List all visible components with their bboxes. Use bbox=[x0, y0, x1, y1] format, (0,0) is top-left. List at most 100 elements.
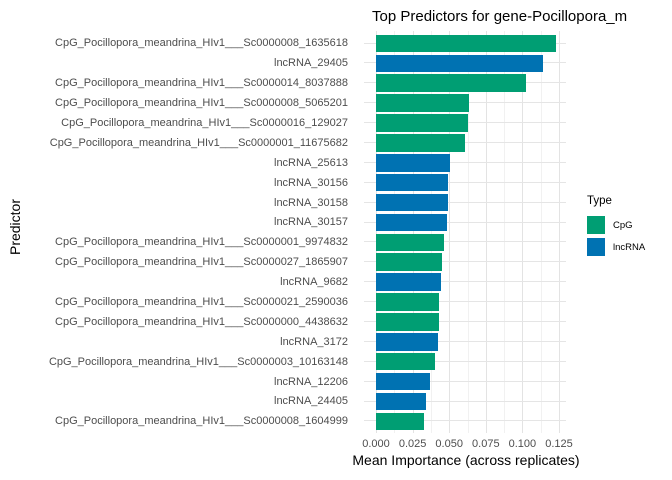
legend-label: CpG bbox=[613, 219, 633, 231]
horizontal-gridline bbox=[364, 340, 566, 342]
y-axis-label: lncRNA_3172 bbox=[280, 335, 348, 348]
legend: Type CpG lncRNA bbox=[587, 195, 645, 260]
y-axis-label: CpG_Pocillopora_meandrina_HIv1___Sc00000… bbox=[55, 415, 348, 428]
bar bbox=[376, 134, 466, 152]
y-axis-label: lncRNA_12206 bbox=[274, 375, 348, 388]
vertical-gridline-minor bbox=[467, 31, 469, 433]
y-axis-label: lncRNA_29405 bbox=[274, 57, 348, 70]
bar bbox=[376, 253, 442, 271]
vertical-gridline-major bbox=[376, 31, 377, 433]
legend-title: Type bbox=[587, 195, 612, 207]
x-axis-title: Mean Importance (across replicates) bbox=[352, 452, 580, 468]
bar-row bbox=[364, 34, 566, 54]
bar bbox=[376, 173, 448, 192]
horizontal-gridline bbox=[364, 380, 566, 382]
y-axis-label: CpG_Pocillopora_meandrina_HIv1___Sc00000… bbox=[55, 37, 348, 50]
bar-row bbox=[364, 411, 566, 431]
horizontal-gridline bbox=[364, 281, 566, 283]
vertical-gridline-minor bbox=[504, 31, 506, 433]
bar bbox=[376, 372, 430, 391]
legend-item: lncRNA bbox=[587, 238, 645, 256]
y-axis-label: lncRNA_9682 bbox=[280, 276, 348, 289]
y-axis-label: CpG_Pocillopora_meandrina_HIv1___Sc00000… bbox=[55, 296, 348, 309]
y-axis-label: CpG_Pocillopora_meandrina_HIv1___Sc00000… bbox=[55, 97, 348, 110]
bar-row bbox=[364, 332, 566, 352]
vertical-gridline-major bbox=[559, 31, 560, 433]
bar-row bbox=[364, 173, 566, 193]
bar-row bbox=[364, 153, 566, 173]
bar-row bbox=[364, 292, 566, 312]
bar bbox=[376, 74, 527, 92]
vertical-gridline-major bbox=[485, 31, 487, 433]
legend-swatch bbox=[587, 238, 605, 256]
bar bbox=[376, 392, 426, 411]
bar bbox=[376, 333, 438, 351]
horizontal-gridline bbox=[364, 161, 566, 163]
y-axis-label: CpG_Pocillopora_meandrina_HIv1___Sc00000… bbox=[49, 136, 348, 149]
legend-label: lncRNA bbox=[613, 241, 646, 253]
bar-row bbox=[364, 213, 566, 233]
x-tick-label: 0.125 bbox=[545, 438, 573, 450]
bar-row bbox=[364, 133, 566, 153]
horizontal-gridline bbox=[364, 360, 566, 362]
bar bbox=[376, 213, 448, 232]
legend-item: CpG bbox=[587, 216, 645, 234]
bar-row bbox=[364, 73, 566, 93]
bar bbox=[376, 273, 441, 291]
chart-title: Top Predictors for gene-Pocillopora_m bbox=[372, 8, 628, 25]
y-axis-label: CpG_Pocillopora_meandrina_HIv1___Sc00000… bbox=[48, 355, 348, 368]
x-tick-label: 0.000 bbox=[362, 438, 390, 450]
y-axis-label: CpG_Pocillopora_meandrina_HIv1___Sc00000… bbox=[55, 77, 348, 90]
x-tick-label: 0.100 bbox=[508, 438, 537, 450]
horizontal-gridline bbox=[364, 181, 566, 183]
bar-row bbox=[364, 232, 566, 252]
bar-row bbox=[364, 372, 566, 392]
y-axis-label: CpG_Pocillopora_meandrina_HIv1___Sc00000… bbox=[55, 236, 348, 249]
legend-swatch bbox=[587, 216, 605, 234]
bar bbox=[376, 313, 439, 331]
horizontal-gridline bbox=[364, 320, 566, 322]
horizontal-gridline bbox=[364, 301, 566, 303]
y-axis-label: CpG_Pocillopora_meandrina_HIv1___Sc00000… bbox=[55, 256, 348, 269]
y-axis-label: lncRNA_30157 bbox=[274, 216, 348, 229]
vertical-gridline-major bbox=[522, 31, 524, 433]
horizontal-gridline bbox=[364, 261, 566, 263]
bar bbox=[376, 154, 450, 172]
bar-row bbox=[364, 93, 566, 113]
x-tick-label: 0.075 bbox=[472, 438, 500, 450]
bar-row bbox=[364, 312, 566, 332]
bar bbox=[376, 193, 448, 212]
x-tick-label: 0.025 bbox=[398, 438, 427, 450]
vertical-gridline-major bbox=[449, 31, 451, 433]
horizontal-gridline bbox=[364, 400, 566, 402]
bar bbox=[376, 54, 543, 73]
y-axis-labels: CpG_Pocillopora_meandrina_HIv1___Sc00000… bbox=[0, 34, 348, 432]
y-axis-label: lncRNA_30156 bbox=[274, 176, 348, 189]
bar-row bbox=[364, 252, 566, 272]
bar bbox=[376, 114, 468, 132]
bar-row bbox=[364, 352, 566, 372]
bar-row bbox=[364, 193, 566, 213]
bar bbox=[376, 94, 469, 112]
vertical-gridline-minor bbox=[430, 31, 432, 433]
y-axis-label: CpG_Pocillopora_meandrina_HIv1___Sc00000… bbox=[61, 117, 348, 129]
bar bbox=[376, 34, 557, 53]
horizontal-gridline bbox=[364, 221, 566, 223]
horizontal-gridline bbox=[364, 241, 566, 243]
horizontal-gridline bbox=[364, 201, 566, 203]
legend-items: CpG lncRNA bbox=[587, 216, 645, 256]
horizontal-gridline bbox=[364, 420, 566, 422]
bar bbox=[376, 293, 440, 311]
y-axis-label: CpG_Pocillopora_meandrina_HIv1___Sc00000… bbox=[55, 315, 348, 328]
bar-row bbox=[364, 272, 566, 292]
bar-rows bbox=[364, 34, 566, 432]
y-axis-label: lncRNA_30158 bbox=[274, 196, 348, 209]
bar-row bbox=[364, 113, 566, 133]
x-tick-label: 0.050 bbox=[435, 438, 463, 450]
panel bbox=[364, 31, 566, 433]
bar bbox=[376, 233, 444, 252]
vertical-gridline-major bbox=[412, 31, 414, 433]
bar-row bbox=[364, 53, 566, 73]
vertical-gridline-minor bbox=[394, 31, 396, 433]
